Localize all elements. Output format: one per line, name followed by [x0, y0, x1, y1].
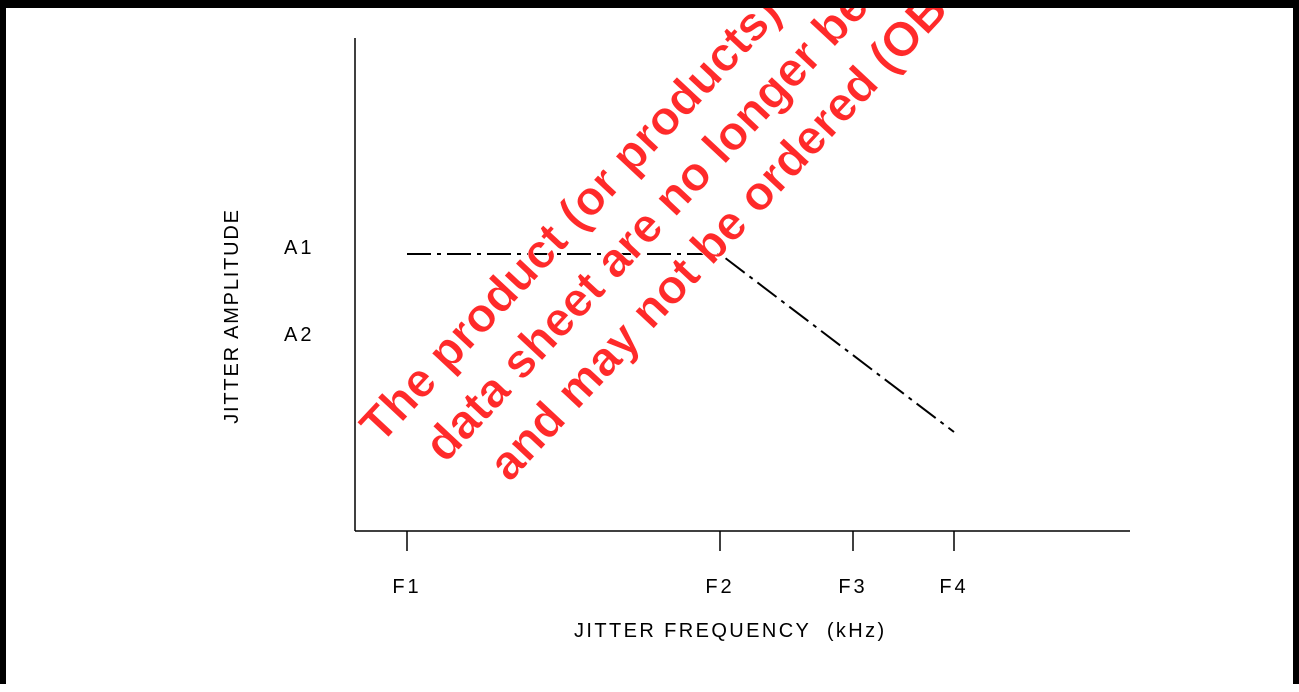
series-group: [407, 253, 955, 433]
x-tick-label-f3: F3: [838, 576, 867, 598]
y-tick-label-a2: A2: [284, 324, 314, 346]
y-tick-label-a1: A1: [284, 237, 314, 259]
x-ticks: F1 F2 F3 F4: [392, 531, 968, 598]
x-tick-label-f1: F1: [392, 576, 421, 598]
series-line-0: [407, 253, 955, 433]
x-tick-label-f2: F2: [705, 576, 734, 598]
y-axis-title: JITTER AMPLITUDE: [221, 208, 243, 424]
x-tick-label-f4: F4: [939, 576, 968, 598]
watermark: The product (or products) ... data sheet…: [350, 8, 1007, 491]
x-axis-title: JITTER FREQUENCY (kHz): [574, 620, 887, 642]
jitter-tolerance-chart: F1 F2 F3 F4 A1 A2 JITTER FREQUENCY (kHz) JI…: [221, 8, 1130, 642]
